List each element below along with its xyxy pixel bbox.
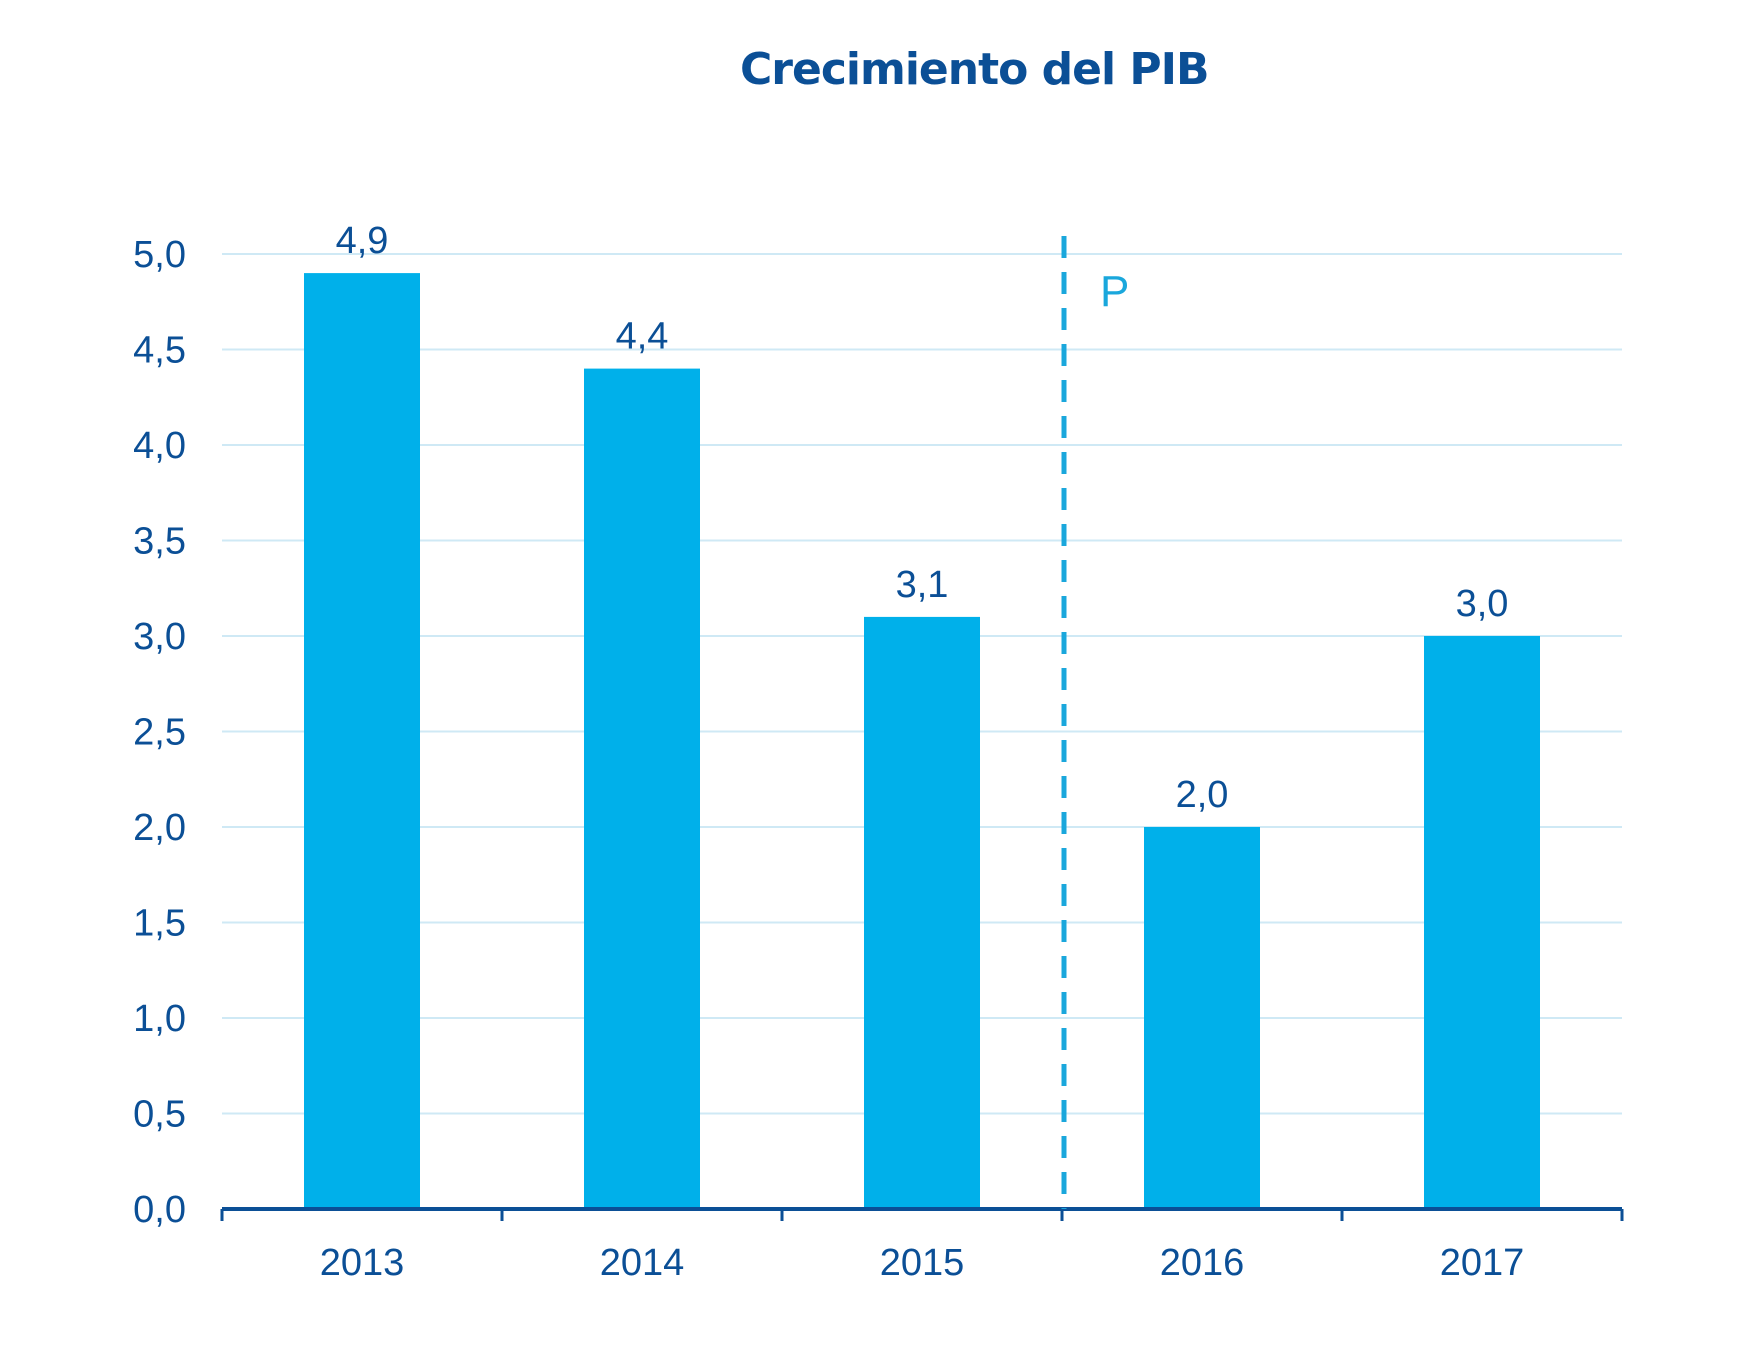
y-tick-label: 1,0 xyxy=(133,998,186,1040)
bar xyxy=(304,273,420,1210)
data-label: 4,4 xyxy=(616,316,669,358)
y-tick-label: 0,5 xyxy=(133,1094,186,1136)
x-tick-label: 2013 xyxy=(320,1242,405,1284)
y-tick-label: 0,0 xyxy=(133,1189,186,1231)
x-tick-label: 2014 xyxy=(600,1242,685,1284)
bars xyxy=(304,273,1540,1210)
bar xyxy=(1144,827,1260,1209)
x-axis xyxy=(220,236,1624,1221)
bar xyxy=(584,368,700,1210)
y-tick-label: 4,5 xyxy=(133,330,186,372)
x-tick-label: 2017 xyxy=(1440,1242,1525,1284)
y-tick-label: 2,0 xyxy=(133,807,186,849)
y-tick-label: 3,0 xyxy=(133,616,186,658)
x-tick-label: 2015 xyxy=(880,1242,965,1284)
bar xyxy=(1424,636,1540,1209)
data-label: 4,9 xyxy=(336,220,389,262)
projection-label: P xyxy=(1100,267,1129,316)
data-label: 3,1 xyxy=(896,564,949,606)
x-tick-label: 2016 xyxy=(1160,1242,1245,1284)
y-tick-label: 5,0 xyxy=(133,234,186,276)
chart-title: Crecimiento del PIB xyxy=(740,44,1210,95)
y-tick-label: 1,5 xyxy=(133,903,186,945)
data-label: 2,0 xyxy=(1176,774,1229,816)
y-tick-label: 3,5 xyxy=(133,521,186,563)
data-label: 3,0 xyxy=(1456,583,1509,625)
bar xyxy=(864,616,980,1209)
y-tick-label: 2,5 xyxy=(133,712,186,754)
y-tick-label: 4,0 xyxy=(133,425,186,467)
labels: 0,0 0,5 1,0 1,5 2,0 2,5 3,0 3,5 4,0 4,5 5,0 4,9 2013… xyxy=(133,220,1524,1284)
